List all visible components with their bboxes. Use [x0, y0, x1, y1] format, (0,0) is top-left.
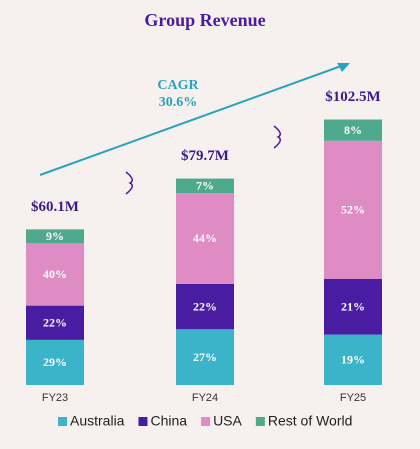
segment-label: 21%: [341, 299, 365, 313]
legend-swatch: [201, 417, 211, 426]
bar-segment: [26, 339, 84, 385]
legend-label: Rest of World: [268, 413, 353, 429]
break-mark: [273, 125, 281, 149]
bar-segment: [324, 140, 382, 279]
bar-segment: [26, 229, 84, 244]
segment-label: 19%: [341, 353, 365, 367]
cagr-arrow: [39, 64, 345, 176]
break-mark: [125, 171, 133, 195]
bar-segment: [176, 178, 234, 194]
cagr-value: 30.6%: [159, 95, 198, 110]
bar-segment: [176, 193, 234, 284]
segment-label: 44%: [193, 231, 217, 245]
bar-segment: [324, 334, 382, 385]
cagr-label: CAGR: [157, 78, 199, 93]
total-label: $102.5M: [325, 89, 380, 105]
legend-label: USA: [213, 413, 242, 429]
segment-label: 27%: [193, 350, 217, 364]
bar-segment: [176, 329, 234, 385]
legend-label: China: [150, 413, 187, 429]
total-label: $79.7M: [181, 148, 229, 164]
segment-label: 22%: [43, 315, 67, 329]
segment-label: 8%: [344, 123, 362, 137]
chart-title: Group Revenue: [144, 10, 265, 30]
arrow-head: [337, 63, 350, 72]
legend-swatch: [138, 417, 148, 426]
segment-label: 22%: [193, 299, 217, 313]
x-tick-label: FY23: [42, 392, 68, 404]
bar-segment: [26, 305, 84, 340]
x-tick-label: FY25: [340, 392, 366, 404]
legend-label: Australia: [70, 413, 125, 429]
bar-segment: [324, 278, 382, 335]
bar-segment: [176, 283, 234, 330]
x-tick-label: FY24: [192, 392, 218, 404]
segment-label: 7%: [196, 179, 214, 193]
legend-swatch: [58, 417, 67, 426]
segment-label: 9%: [46, 229, 64, 243]
bar-segment: [26, 243, 84, 306]
bar-segment: [324, 119, 382, 141]
total-label: $60.1M: [31, 199, 79, 215]
segment-label: 29%: [43, 355, 67, 369]
segment-label: 52%: [341, 203, 365, 217]
legend-swatch: [255, 417, 265, 426]
segment-label: 40%: [43, 267, 67, 281]
